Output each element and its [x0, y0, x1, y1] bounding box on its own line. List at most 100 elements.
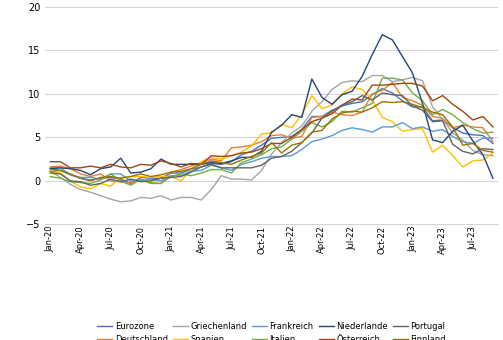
Italien [88, 182, 94, 186]
Spanien [399, 129, 405, 133]
Frankreich [188, 169, 194, 173]
Italien [369, 101, 375, 105]
Frankreich [228, 168, 234, 172]
Italien [480, 131, 486, 135]
Finnland [349, 109, 355, 113]
Eurozone [460, 131, 466, 135]
Italien [309, 120, 315, 124]
Frankreich [289, 154, 295, 158]
Frankreich [309, 140, 315, 144]
Österreich [389, 82, 395, 86]
Spanien [319, 107, 325, 111]
Frankreich [128, 179, 134, 183]
Frankreich [329, 134, 335, 138]
Österreich [228, 154, 234, 158]
Griechenland [77, 188, 83, 192]
Deutschland [108, 179, 114, 183]
Niederlande [349, 89, 355, 93]
Italien [379, 76, 385, 80]
Portugal [409, 104, 415, 108]
Frankreich [279, 154, 285, 158]
Eurozone [269, 136, 275, 140]
Eurozone [208, 162, 214, 166]
Deutschland [329, 110, 335, 114]
Niederlande [57, 166, 63, 170]
Deutschland [178, 168, 184, 172]
Frankreich [379, 125, 385, 129]
Griechenland [259, 168, 265, 172]
Deutschland [248, 143, 255, 147]
Line: Frankreich: Frankreich [50, 122, 493, 181]
Portugal [88, 183, 94, 187]
Deutschland [118, 180, 124, 184]
Österreich [198, 162, 204, 166]
Eurozone [430, 119, 436, 123]
Niederlande [450, 129, 456, 133]
Österreich [269, 141, 275, 146]
Finnland [369, 106, 375, 110]
Portugal [198, 165, 204, 169]
Österreich [218, 154, 224, 158]
Frankreich [440, 128, 446, 132]
Österreich [57, 160, 63, 164]
Niederlande [420, 101, 426, 105]
Griechenland [309, 109, 315, 113]
Spanien [228, 154, 234, 158]
Griechenland [399, 78, 405, 82]
Finnland [490, 150, 496, 154]
Finnland [450, 125, 456, 129]
Deutschland [259, 140, 265, 144]
Spanien [67, 179, 73, 183]
Frankreich [238, 162, 244, 166]
Deutschland [269, 134, 275, 138]
Spanien [420, 126, 426, 131]
Niederlande [470, 139, 476, 143]
Spanien [238, 150, 244, 154]
Italien [329, 120, 335, 124]
Spanien [138, 174, 144, 179]
Frankreich [339, 129, 345, 133]
Eurozone [67, 173, 73, 177]
Eurozone [369, 93, 375, 97]
Finnland [98, 175, 104, 180]
Österreich [309, 120, 315, 124]
Italien [138, 177, 144, 181]
Österreich [450, 102, 456, 106]
Spanien [359, 87, 365, 91]
Niederlande [108, 165, 114, 169]
Niederlande [67, 167, 73, 171]
Niederlande [228, 159, 234, 163]
Spanien [128, 174, 134, 179]
Spanien [248, 144, 255, 148]
Niederlande [309, 77, 315, 81]
Portugal [188, 170, 194, 174]
Portugal [168, 175, 174, 180]
Portugal [77, 180, 83, 184]
Österreich [379, 83, 385, 87]
Frankreich [460, 140, 466, 144]
Österreich [118, 165, 124, 169]
Spanien [460, 165, 466, 169]
Spanien [349, 85, 355, 89]
Finnland [158, 173, 164, 177]
Griechenland [450, 131, 456, 135]
Deutschland [47, 165, 53, 169]
Portugal [450, 142, 456, 146]
Italien [228, 171, 234, 175]
Portugal [269, 156, 275, 160]
Deutschland [430, 115, 436, 119]
Frankreich [98, 177, 104, 181]
Österreich [67, 166, 73, 170]
Finnland [319, 129, 325, 133]
Frankreich [67, 173, 73, 177]
Portugal [98, 182, 104, 186]
Line: Österreich: Österreich [50, 83, 493, 168]
Portugal [399, 94, 405, 98]
Griechenland [279, 140, 285, 144]
Portugal [440, 119, 446, 123]
Eurozone [168, 171, 174, 175]
Frankreich [198, 168, 204, 172]
Griechenland [359, 80, 365, 84]
Griechenland [47, 169, 53, 173]
Eurozone [490, 141, 496, 146]
